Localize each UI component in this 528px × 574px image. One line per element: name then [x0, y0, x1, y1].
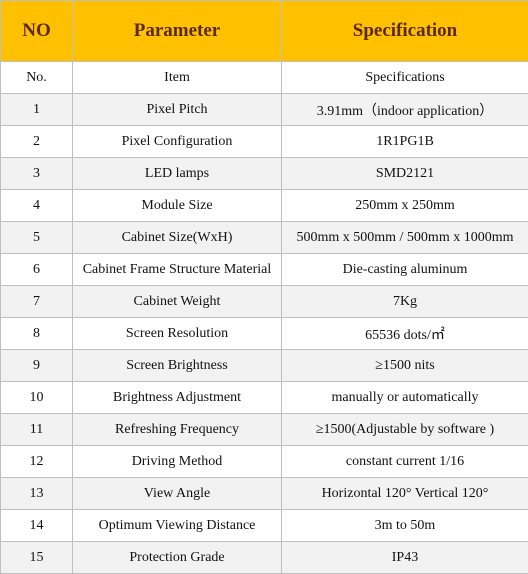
table-cell: Cabinet Frame Structure Material [73, 254, 282, 286]
header-cell: NO [1, 1, 73, 62]
header-cell: Specification [282, 1, 528, 62]
table-cell: 12 [1, 446, 73, 478]
table-cell: 500mm x 500mm / 500mm x 1000mm [282, 222, 528, 254]
table-cell: Refreshing Frequency [73, 414, 282, 446]
table-cell: ≥1500(Adjustable by software ) [282, 414, 528, 446]
table-cell: 65536 dots/㎡ [282, 318, 528, 350]
table-cell: Driving Method [73, 446, 282, 478]
table-cell: Protection Grade [73, 542, 282, 574]
table-cell: 11 [1, 414, 73, 446]
table-cell: Screen Brightness [73, 350, 282, 382]
table-cell: 3.91mm（indoor application） [282, 94, 528, 126]
table-cell: Pixel Configuration [73, 126, 282, 158]
table-cell: 4 [1, 190, 73, 222]
table-cell: No. [1, 62, 73, 94]
table-cell: 13 [1, 478, 73, 510]
table-cell: Cabinet Size(WxH) [73, 222, 282, 254]
table-cell: Screen Resolution [73, 318, 282, 350]
table-cell: 6 [1, 254, 73, 286]
table-cell: manually or automatically [282, 382, 528, 414]
table-cell: Optimum Viewing Distance [73, 510, 282, 542]
table-cell: Specifications [282, 62, 528, 94]
table-cell: 9 [1, 350, 73, 382]
table-cell: ≥1500 nits [282, 350, 528, 382]
table-cell: 7 [1, 286, 73, 318]
table-cell: Horizontal 120° Vertical 120° [282, 478, 528, 510]
table-cell: IP43 [282, 542, 528, 574]
table-cell: 1R1PG1B [282, 126, 528, 158]
table-cell: Pixel Pitch [73, 94, 282, 126]
header-cell: Parameter [73, 1, 282, 62]
table-cell: 7Kg [282, 286, 528, 318]
table-cell: 15 [1, 542, 73, 574]
table-cell: Module Size [73, 190, 282, 222]
table-cell: 250mm x 250mm [282, 190, 528, 222]
table-cell: Die-casting aluminum [282, 254, 528, 286]
table-cell: 8 [1, 318, 73, 350]
table-cell: View Angle [73, 478, 282, 510]
table-cell: SMD2121 [282, 158, 528, 190]
table-cell: LED lamps [73, 158, 282, 190]
table-cell: 1 [1, 94, 73, 126]
table-cell: 2 [1, 126, 73, 158]
table-cell: 5 [1, 222, 73, 254]
table-cell: constant current 1/16 [282, 446, 528, 478]
table-cell: 10 [1, 382, 73, 414]
table-cell: 3m to 50m [282, 510, 528, 542]
table-cell: Brightness Adjustment [73, 382, 282, 414]
table-cell: 14 [1, 510, 73, 542]
table-cell: Cabinet Weight [73, 286, 282, 318]
table-cell: Item [73, 62, 282, 94]
table-cell: 3 [1, 158, 73, 190]
